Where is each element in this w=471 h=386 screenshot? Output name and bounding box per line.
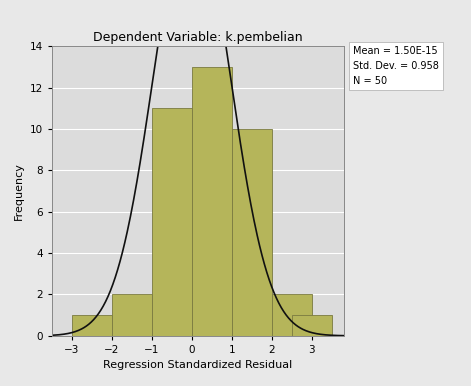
Bar bbox=[72, 315, 112, 336]
Y-axis label: Frequency: Frequency bbox=[14, 162, 24, 220]
Bar bbox=[232, 129, 272, 336]
Bar bbox=[272, 295, 312, 336]
Bar bbox=[112, 295, 152, 336]
Bar bbox=[192, 67, 232, 336]
Title: Dependent Variable: k.pembelian: Dependent Variable: k.pembelian bbox=[93, 31, 303, 44]
Bar bbox=[292, 315, 332, 336]
X-axis label: Regression Standardized Residual: Regression Standardized Residual bbox=[103, 361, 292, 371]
Text: Mean = 1.50E-15
Std. Dev. = 0.958
N = 50: Mean = 1.50E-15 Std. Dev. = 0.958 N = 50 bbox=[353, 46, 439, 86]
Bar bbox=[152, 108, 192, 336]
